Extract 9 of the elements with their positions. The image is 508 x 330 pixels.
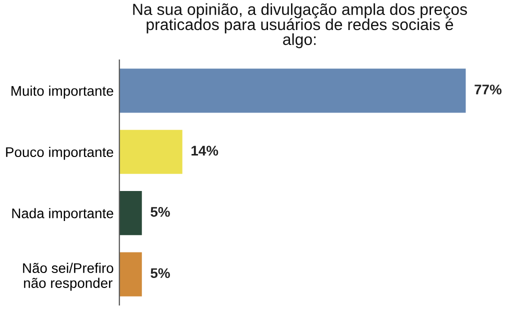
data-label: 5%	[150, 268, 170, 278]
data-label: 77%	[474, 84, 502, 94]
y-tick-label: Não sei/Prefiro não responder	[23, 262, 114, 291]
y-tick-label: Pouco importante	[6, 146, 114, 160]
y-tick-label: Muito importante	[12, 86, 114, 99]
data-label: 14%	[192, 146, 218, 156]
data-label: 5%	[150, 207, 170, 217]
chart-title: Na sua opinião, a divulgação ampla dos preços praticados para usuários de redes sociais é algo:	[133, 3, 467, 48]
y-tick-label: Nada importante	[12, 208, 114, 222]
